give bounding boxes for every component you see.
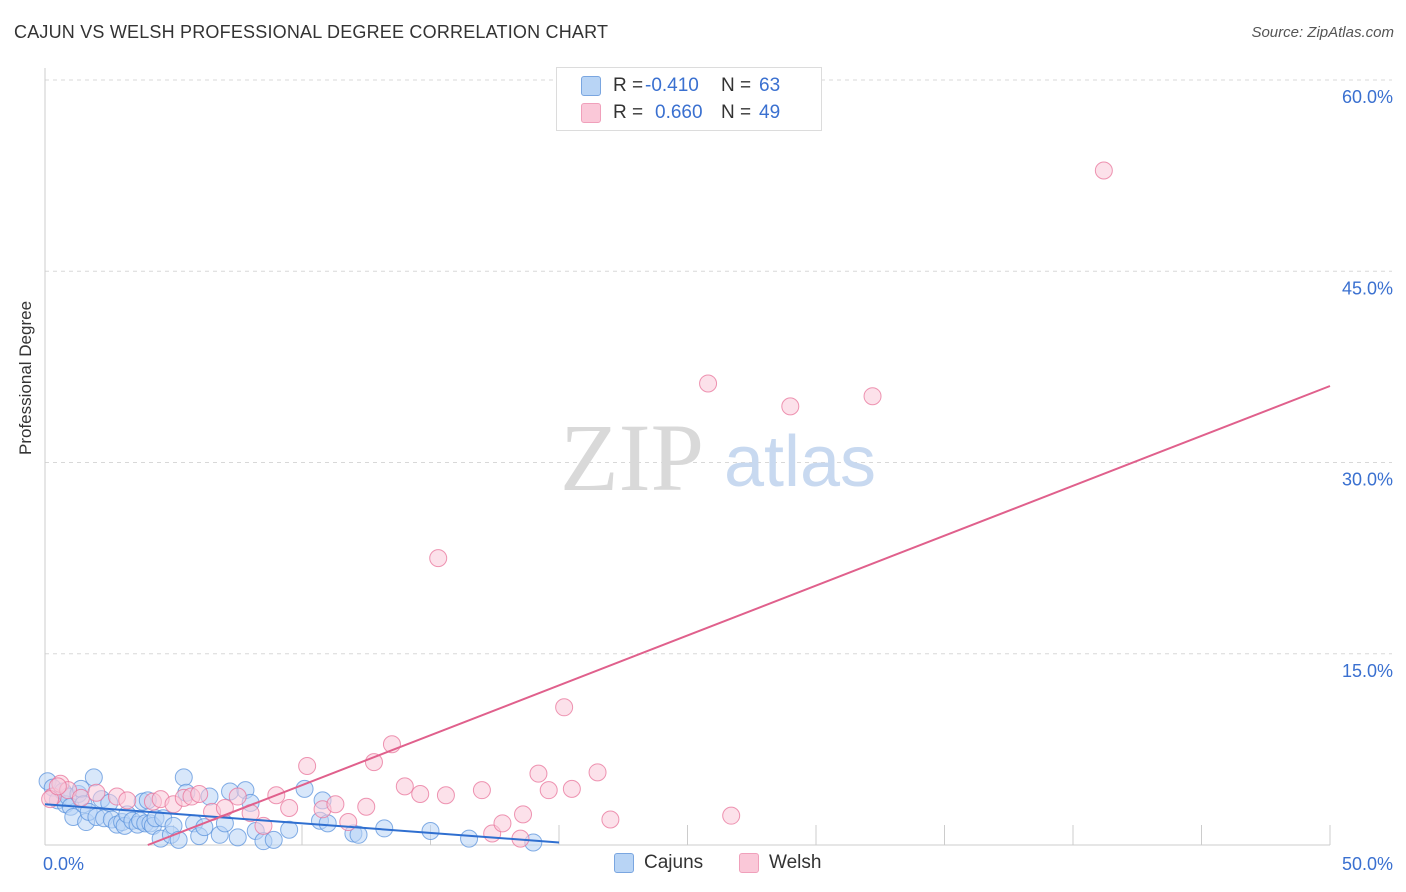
legend-r-label: R = — [613, 102, 644, 123]
point-welsh — [863, 387, 882, 406]
bottom-legend-welsh: Welsh — [739, 852, 821, 874]
bottom-legend-cajuns: Cajuns — [614, 852, 703, 874]
point-welsh — [514, 805, 533, 824]
point-cajuns — [264, 830, 283, 849]
point-welsh — [357, 797, 376, 816]
point-welsh — [326, 795, 345, 814]
point-cajuns — [174, 768, 193, 787]
point-welsh — [48, 777, 67, 796]
bottom-legend-label-welsh: Welsh — [769, 852, 822, 873]
bottom-legend-label-cajuns: Cajuns — [644, 852, 704, 873]
y-tick-label: 30.0% — [1342, 470, 1393, 490]
tick-labels: 15.0% 30.0% 45.0% 60.0% 0.0% 50.0% — [43, 87, 1393, 874]
x-tick-label: 0.0% — [43, 854, 84, 874]
x-tick-label: 50.0% — [1342, 854, 1393, 874]
bottom-legend-swatch-welsh — [739, 853, 759, 873]
point-welsh — [472, 781, 491, 800]
legend-n-value-cajuns: 63 — [759, 75, 781, 96]
bottom-legend: Cajuns Welsh — [0, 852, 1406, 878]
point-welsh — [539, 781, 558, 800]
point-welsh — [529, 764, 548, 783]
y-tick-label: 15.0% — [1342, 661, 1393, 681]
point-welsh — [215, 799, 234, 818]
point-welsh — [601, 810, 620, 829]
point-welsh — [781, 397, 800, 416]
point-welsh — [588, 763, 607, 782]
y-axis-label: Professional Degree — [16, 300, 35, 455]
point-cajuns — [349, 825, 368, 844]
watermark-zip: ZIP — [560, 404, 704, 511]
point-welsh — [411, 785, 430, 803]
point-cajuns — [84, 768, 103, 787]
legend-r-value-welsh: 0.660 — [655, 102, 703, 123]
point-welsh — [280, 799, 299, 818]
legend-row-welsh: R = 0.660 N = 49 — [581, 100, 780, 126]
trendline-welsh — [147, 385, 1331, 846]
point-welsh — [298, 756, 317, 775]
trendline-cajuns — [44, 803, 560, 844]
trend-lines — [44, 385, 1331, 846]
legend-swatch-welsh — [581, 103, 601, 123]
point-welsh — [562, 779, 581, 798]
legend: R = -0.410 N = 63 R = 0.660 N = 49 — [556, 67, 822, 131]
legend-n-value-welsh: 49 — [759, 102, 781, 123]
point-welsh — [493, 814, 512, 833]
watermark: ZIP atlas — [560, 404, 876, 511]
point-cajuns — [295, 779, 314, 798]
point-welsh — [429, 549, 448, 568]
legend-n-label: N = — [721, 75, 752, 96]
y-tick-label: 45.0% — [1342, 278, 1393, 298]
point-welsh — [395, 777, 414, 796]
point-welsh — [722, 806, 741, 825]
legend-r-label: R = — [613, 75, 644, 96]
point-welsh — [228, 787, 247, 806]
point-welsh — [87, 783, 106, 802]
point-welsh — [71, 788, 90, 807]
watermark-atlas: atlas — [724, 422, 876, 502]
point-cajuns — [280, 820, 299, 839]
point-cajuns — [421, 821, 440, 840]
point-welsh — [1094, 161, 1113, 180]
point-welsh — [555, 698, 574, 717]
point-cajuns — [460, 829, 479, 848]
bottom-legend-swatch-cajuns — [614, 853, 634, 873]
point-cajuns — [228, 828, 247, 847]
source-label: Source: ZipAtlas.com — [1251, 24, 1394, 41]
legend-swatch-cajuns — [581, 76, 601, 96]
point-welsh — [190, 785, 209, 803]
point-welsh — [436, 786, 455, 805]
legend-row-cajuns: R = -0.410 N = 63 — [581, 73, 780, 99]
chart-title: CAJUN VS WELSH PROFESSIONAL DEGREE CORRE… — [14, 22, 609, 42]
legend-r-value-cajuns: -0.410 — [645, 75, 699, 96]
legend-n-label: N = — [721, 102, 752, 123]
point-welsh — [699, 374, 718, 393]
grid-lines — [45, 79, 1392, 655]
point-welsh — [118, 791, 137, 810]
y-tick-label: 60.0% — [1342, 87, 1393, 107]
